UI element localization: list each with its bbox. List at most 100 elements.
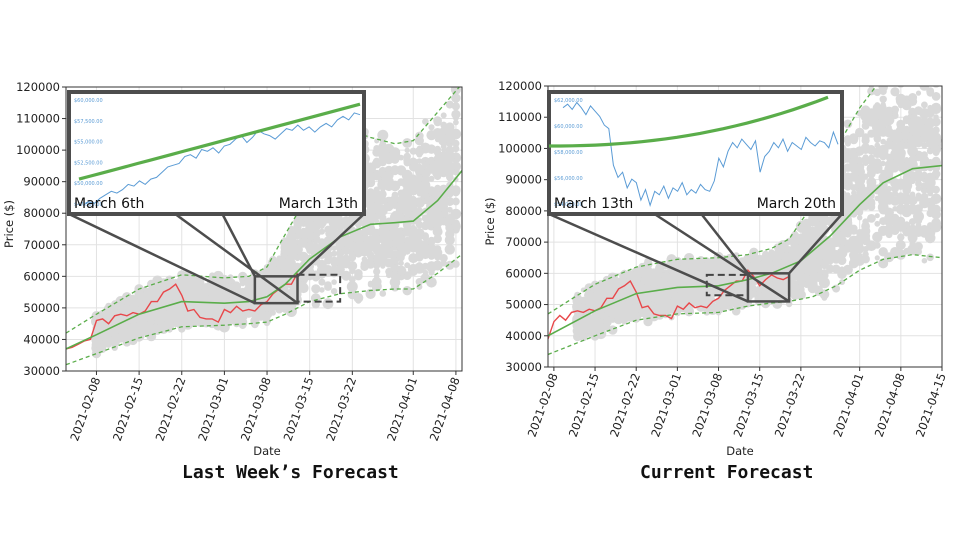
scatter-point: [379, 290, 387, 297]
scatter-point: [276, 255, 282, 261]
x-tick-label: 2021-04-08: [872, 371, 908, 439]
scatter-point: [780, 284, 787, 290]
x-tick-label: 2021-03-08: [689, 371, 725, 439]
scatter-point: [281, 247, 289, 255]
y-tick-label: 40000: [23, 332, 60, 346]
scatter-point: [330, 288, 338, 295]
zoom-inset: $60,000.00$57,500.00$55,000.00$52,500.00…: [67, 90, 366, 216]
scatter-point: [331, 245, 337, 251]
scatter-point: [365, 207, 376, 217]
scatter-point: [795, 289, 806, 300]
scatter-point: [660, 288, 672, 300]
scatter-point: [378, 234, 388, 244]
inset-y-tick-label: $54,000.00: [554, 202, 583, 208]
scatter-point: [850, 184, 858, 192]
scatter-point: [743, 261, 753, 271]
inset-y-tick-label: $56,000.00: [554, 176, 583, 182]
scatter-point: [313, 231, 319, 238]
scatter-point: [373, 249, 380, 256]
scatter-point: [874, 102, 881, 108]
scatter-point: [632, 303, 641, 312]
scatter-point: [919, 161, 930, 172]
scatter-point: [927, 75, 933, 81]
scatter-point: [890, 149, 900, 159]
scatter-point: [390, 165, 400, 174]
connector-line: [296, 213, 365, 278]
scatter-point: [349, 217, 356, 224]
scatter-point: [450, 87, 461, 95]
scatter-point: [263, 317, 271, 325]
scatter-point: [439, 126, 448, 136]
scatter-point: [867, 169, 876, 178]
scatter-point: [422, 263, 428, 269]
scatter-point: [377, 179, 389, 191]
scatter-point: [649, 291, 659, 301]
scatter-point: [300, 281, 307, 287]
scatter-point: [832, 284, 841, 293]
scatter-point: [927, 186, 933, 192]
scatter-point: [360, 262, 369, 271]
scatter-point: [396, 234, 406, 245]
scatter-point: [873, 74, 881, 82]
scatter-point: [133, 330, 145, 341]
scatter-point: [365, 162, 377, 174]
scatter-point: [416, 145, 423, 151]
scatter-point: [878, 190, 889, 201]
scatter-point: [323, 250, 333, 260]
inset-y-tick-label: $52,500.00: [74, 160, 103, 166]
inset-frame: [547, 90, 844, 216]
scatter-point: [931, 92, 941, 101]
scatter-point: [883, 114, 895, 126]
scatter-point: [866, 145, 876, 155]
lower-band-line: [66, 253, 462, 366]
scatter-point: [451, 161, 460, 170]
scatter-point: [428, 144, 435, 151]
scatter-point: [176, 319, 187, 331]
scatter-point: [849, 227, 858, 235]
scatter-point: [867, 87, 876, 96]
scatter-point: [379, 170, 387, 178]
prediction-scatter: [572, 74, 942, 342]
zoom-window-box: [746, 272, 791, 303]
x-axis-label: Date: [253, 444, 281, 458]
scatter-point: [440, 121, 448, 129]
scatter-point: [318, 265, 325, 272]
scatter-point: [931, 204, 941, 214]
scatter-point: [733, 284, 739, 291]
history-line: [548, 269, 790, 340]
scatter-point: [678, 286, 689, 298]
scatter-point: [890, 87, 900, 97]
scatter-point: [410, 237, 417, 244]
scatter-point: [245, 284, 253, 292]
scatter-point: [921, 183, 927, 189]
scatter-point: [931, 117, 941, 127]
scatter-point: [797, 268, 805, 275]
scatter-point: [331, 279, 337, 285]
scatter-point: [428, 269, 435, 276]
scatter-point: [909, 177, 916, 185]
scatter-point: [446, 245, 453, 252]
scatter-point: [183, 290, 193, 300]
x-tick-label: 2021-02-15: [566, 371, 602, 439]
scatter-point: [239, 280, 246, 287]
y-tick-label: 120000: [498, 79, 542, 93]
scatter-point: [416, 250, 423, 257]
scatter-point: [371, 192, 383, 204]
scatter-point: [915, 90, 922, 96]
scatter-point: [843, 135, 853, 145]
scatter-point: [390, 155, 400, 164]
scatter-point: [874, 142, 881, 149]
scatter-point: [110, 333, 120, 342]
scatter-point: [574, 321, 581, 327]
scatter-point: [907, 244, 918, 256]
scatter-point: [901, 178, 912, 189]
scatter-point: [435, 248, 441, 254]
scatter-point: [359, 242, 370, 253]
x-tick-label: 2021-04-08: [427, 375, 463, 443]
scatter-point: [306, 218, 314, 225]
x-tick-label: 2021-04-15: [913, 371, 949, 439]
scatter-point: [214, 291, 223, 300]
scatter-point: [403, 156, 412, 165]
scatter-point: [926, 87, 935, 96]
